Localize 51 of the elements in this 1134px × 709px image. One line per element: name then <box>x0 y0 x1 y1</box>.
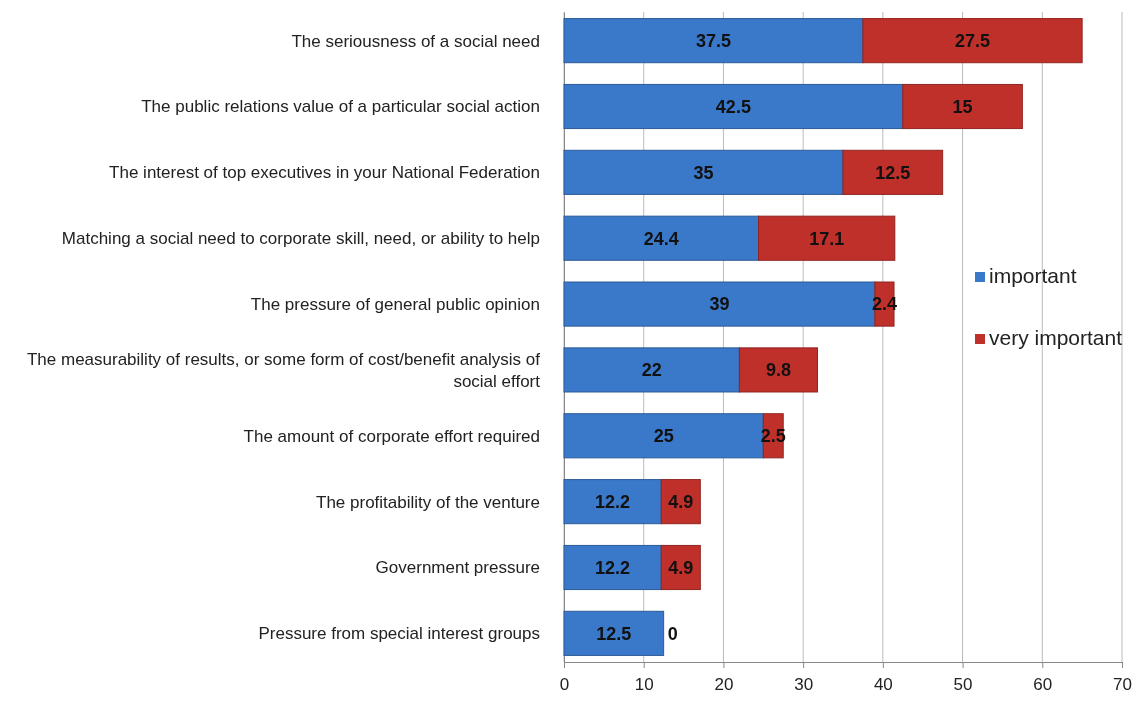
x-tick-label: 60 <box>1033 674 1053 694</box>
y-tick-label: Pressure from special interest groups <box>258 624 540 644</box>
data-label: 39 <box>709 294 730 315</box>
bar <box>563 215 759 261</box>
bar <box>902 83 1023 130</box>
data-label: 24.4 <box>643 228 679 249</box>
y-tick-label: The pressure of general public opinion <box>250 295 540 315</box>
x-tick-label: 50 <box>953 674 973 694</box>
bar <box>563 347 740 393</box>
y-tick-label: Matching a social need to corporate skill, need, or ability to help <box>61 229 540 249</box>
data-label: 12.2 <box>595 557 631 578</box>
x-tick-label: 20 <box>714 674 734 694</box>
y-tick-label: The seriousness of a social need <box>291 31 540 51</box>
x-tick-label: 40 <box>873 674 893 694</box>
data-label: 4.9 <box>668 491 694 512</box>
x-tick-label: 10 <box>634 674 654 694</box>
bar <box>758 215 896 261</box>
data-label: 37.5 <box>695 30 731 51</box>
data-label: 42.5 <box>715 96 751 117</box>
bar <box>563 83 904 130</box>
x-tick-label: 30 <box>794 674 814 694</box>
data-label: 35 <box>693 162 714 183</box>
data-label: 15 <box>952 96 973 117</box>
bar <box>563 479 662 525</box>
legend-label: important <box>989 264 1077 287</box>
data-label: 12.5 <box>596 623 632 644</box>
x-tick-label: 0 <box>559 674 570 694</box>
bar <box>563 610 665 656</box>
legend-label: very important <box>989 326 1123 349</box>
y-tick-label: The public relations value of a particular social action <box>141 97 540 117</box>
data-label: 4.9 <box>668 557 694 578</box>
data-label: 9.8 <box>765 360 791 381</box>
bar <box>563 544 662 591</box>
data-label: 0 <box>667 623 678 644</box>
x-tick-label: 70 <box>1113 674 1132 694</box>
bar <box>563 18 864 64</box>
data-label: 12.2 <box>595 491 631 512</box>
data-label: 22 <box>641 360 662 381</box>
bar <box>738 347 818 393</box>
bar <box>862 18 1083 64</box>
y-tick-label: Government pressure <box>375 558 540 578</box>
data-label: 25 <box>653 426 674 447</box>
y-tick-label: The interest of top executives in your National Federation <box>109 163 540 183</box>
data-label: 27.5 <box>955 30 991 51</box>
y-tick-label: The amount of corporate effort required <box>243 426 540 446</box>
bar <box>842 149 944 195</box>
data-label: 12.5 <box>875 162 911 183</box>
data-label: 17.1 <box>809 228 845 249</box>
y-tick-label: The profitability of the venture <box>316 492 540 512</box>
y-tick-label: The measurability of results, or some form of cost/benefit analysis of social effort <box>26 349 541 391</box>
bar <box>563 149 844 195</box>
